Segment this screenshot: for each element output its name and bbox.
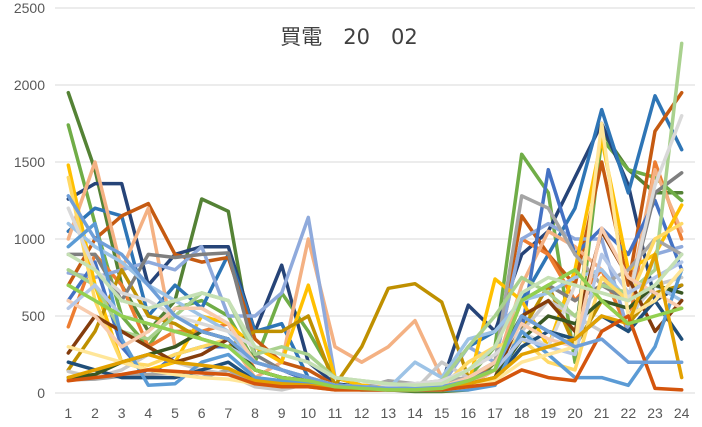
x-tick-label: 15 (434, 405, 450, 421)
x-tick-label: 16 (461, 405, 477, 421)
x-axis-ticks: 1 2 3 4 5 6 7 8 9 10 11 12 13 14 15 16 17 18 19 20 21 22 23 24 (64, 405, 689, 421)
x-tick-label: 12 (354, 405, 370, 421)
x-tick-label: 17 (487, 405, 503, 421)
x-tick-label: 3 (118, 405, 126, 421)
x-tick-label: 9 (278, 405, 286, 421)
x-tick-label: 18 (514, 405, 530, 421)
x-tick-label: 24 (674, 405, 690, 421)
x-tick-label: 8 (251, 405, 259, 421)
x-tick-label: 21 (594, 405, 610, 421)
x-tick-label: 23 (647, 405, 663, 421)
y-tick-label: 2000 (14, 77, 45, 93)
x-tick-label: 20 (567, 405, 583, 421)
x-tick-label: 19 (541, 405, 557, 421)
chart-title: 買電 20 02 (280, 25, 417, 49)
y-tick-label: 0 (37, 385, 45, 401)
y-tick-label: 1000 (14, 231, 45, 247)
series-layer (66, 41, 684, 394)
x-tick-label: 1 (64, 405, 72, 421)
x-tick-label: 7 (224, 405, 232, 421)
y-tick-label: 1500 (14, 154, 45, 170)
x-tick-label: 5 (171, 405, 179, 421)
x-tick-label: 13 (381, 405, 397, 421)
x-tick-label: 14 (407, 405, 423, 421)
y-axis-ticks: 0 500 1000 1500 2000 2500 (14, 0, 45, 401)
x-tick-label: 11 (328, 405, 343, 421)
y-tick-label: 500 (22, 308, 46, 324)
x-tick-label: 10 (301, 405, 317, 421)
y-tick-label: 2500 (14, 0, 45, 16)
x-tick-label: 4 (144, 405, 152, 421)
series-line-30 (66, 252, 684, 388)
series-line-29 (66, 268, 684, 392)
x-tick-label: 6 (198, 405, 206, 421)
x-tick-label: 2 (91, 405, 99, 421)
x-tick-label: 22 (621, 405, 637, 421)
